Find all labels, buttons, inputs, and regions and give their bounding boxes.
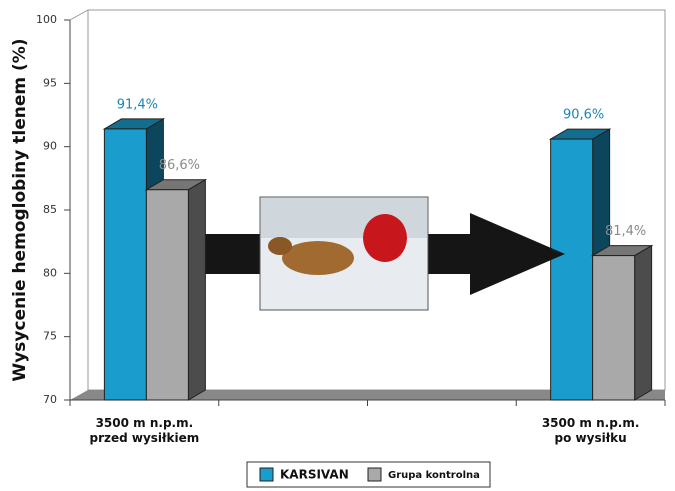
y-tick-label: 90 [43, 140, 57, 153]
legend-swatch [259, 467, 274, 482]
bar [144, 178, 208, 401]
bar-face [187, 178, 206, 401]
value-label: 81,4% [605, 224, 646, 239]
y-tick-label: 70 [43, 393, 57, 406]
x-tick-label: 3500 m n.p.m. przed wysiłkiem [89, 416, 200, 445]
bar-face [550, 138, 594, 401]
frame-edge [69, 9, 89, 21]
legend-label: KARSIVAN [280, 468, 349, 482]
value-label: 91,4% [117, 97, 158, 112]
value-label: 86,6% [159, 158, 200, 173]
legend-label: Grupa kontrolna [388, 470, 480, 481]
floor [70, 390, 665, 400]
value-label: 90,6% [563, 108, 604, 123]
legend-swatch [367, 467, 382, 482]
bar-face [592, 255, 636, 401]
y-tick-label: 75 [43, 330, 57, 343]
photo [259, 196, 429, 311]
y-axis-title: Wysycenie hemoglobiny tlenem (%) [10, 38, 30, 381]
photo-dog [282, 241, 354, 275]
y-tick-label: 95 [43, 76, 57, 89]
y-tick-label: 85 [43, 203, 57, 216]
y-tick-label: 100 [36, 13, 57, 26]
bar-face [145, 189, 189, 401]
y-tick-label: 80 [43, 266, 57, 279]
arrow-head [470, 213, 565, 295]
photo-person [363, 214, 407, 262]
photo-dog-head [268, 237, 292, 255]
bar-face [634, 244, 653, 401]
bar-face [103, 128, 147, 401]
bar [590, 244, 654, 401]
x-tick-label: 3500 m n.p.m. po wysiłku [541, 416, 640, 445]
